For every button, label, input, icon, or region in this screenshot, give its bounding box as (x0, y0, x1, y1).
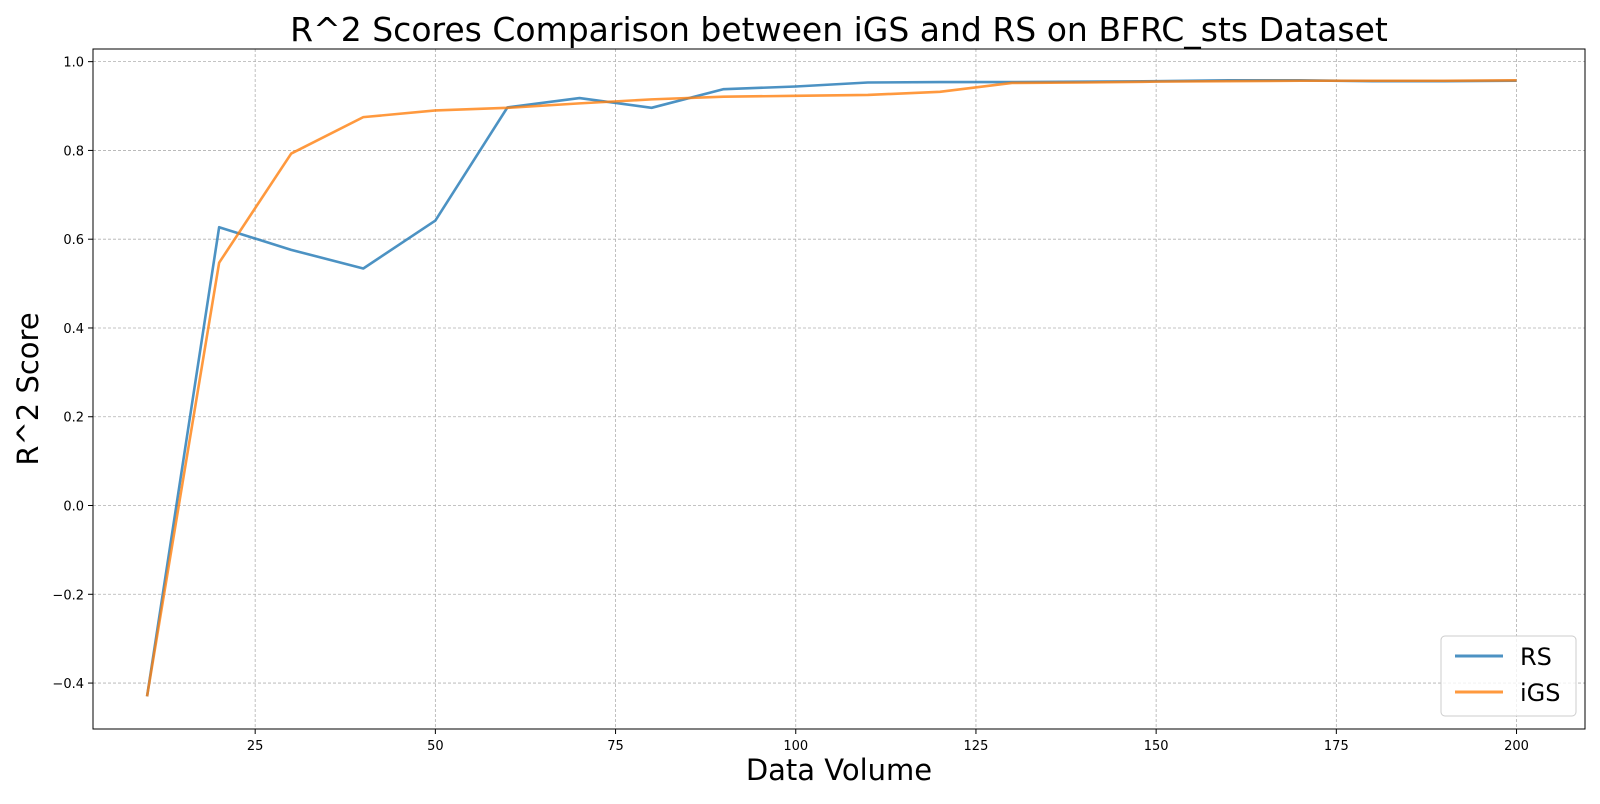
y-tick-label: −0.2 (52, 588, 84, 603)
x-tick-label: 75 (607, 739, 624, 754)
plot-frame (93, 49, 1585, 729)
x-axis-label: Data Volume (746, 753, 932, 787)
chart-title: R^2 Scores Comparison between iGS and RS… (290, 10, 1388, 49)
x-tick-label: 150 (1144, 739, 1169, 754)
y-tick-label: 0.0 (63, 500, 84, 515)
y-tick-label: −0.4 (52, 677, 84, 692)
ticks-layer: 25 50 75 100 125 150 175 200 −0.4 −0.2 0.0 0.2 0.4 0.… (52, 56, 1529, 754)
y-tick-label: 0.8 (63, 144, 84, 159)
x-tick-label: 50 (427, 739, 444, 754)
legend: RS iGS (1441, 636, 1576, 716)
series-layer (147, 80, 1516, 696)
series-line-igs (147, 80, 1516, 696)
grid-layer (93, 49, 1585, 729)
series-line-rs (147, 80, 1516, 696)
x-tick-label: 200 (1504, 739, 1529, 754)
x-tick-label: 25 (247, 739, 264, 754)
x-tick-label: 100 (783, 739, 808, 754)
legend-label-igs: iGS (1520, 679, 1561, 707)
y-tick-label: 1.0 (63, 56, 84, 71)
legend-label-rs: RS (1520, 643, 1552, 671)
x-tick-label: 175 (1324, 739, 1349, 754)
x-tick-label: 125 (964, 739, 989, 754)
y-tick-label: 0.6 (63, 233, 84, 248)
y-tick-label: 0.4 (63, 322, 84, 337)
y-axis-label: R^2 Score (11, 312, 45, 465)
y-tick-label: 0.2 (63, 411, 84, 426)
